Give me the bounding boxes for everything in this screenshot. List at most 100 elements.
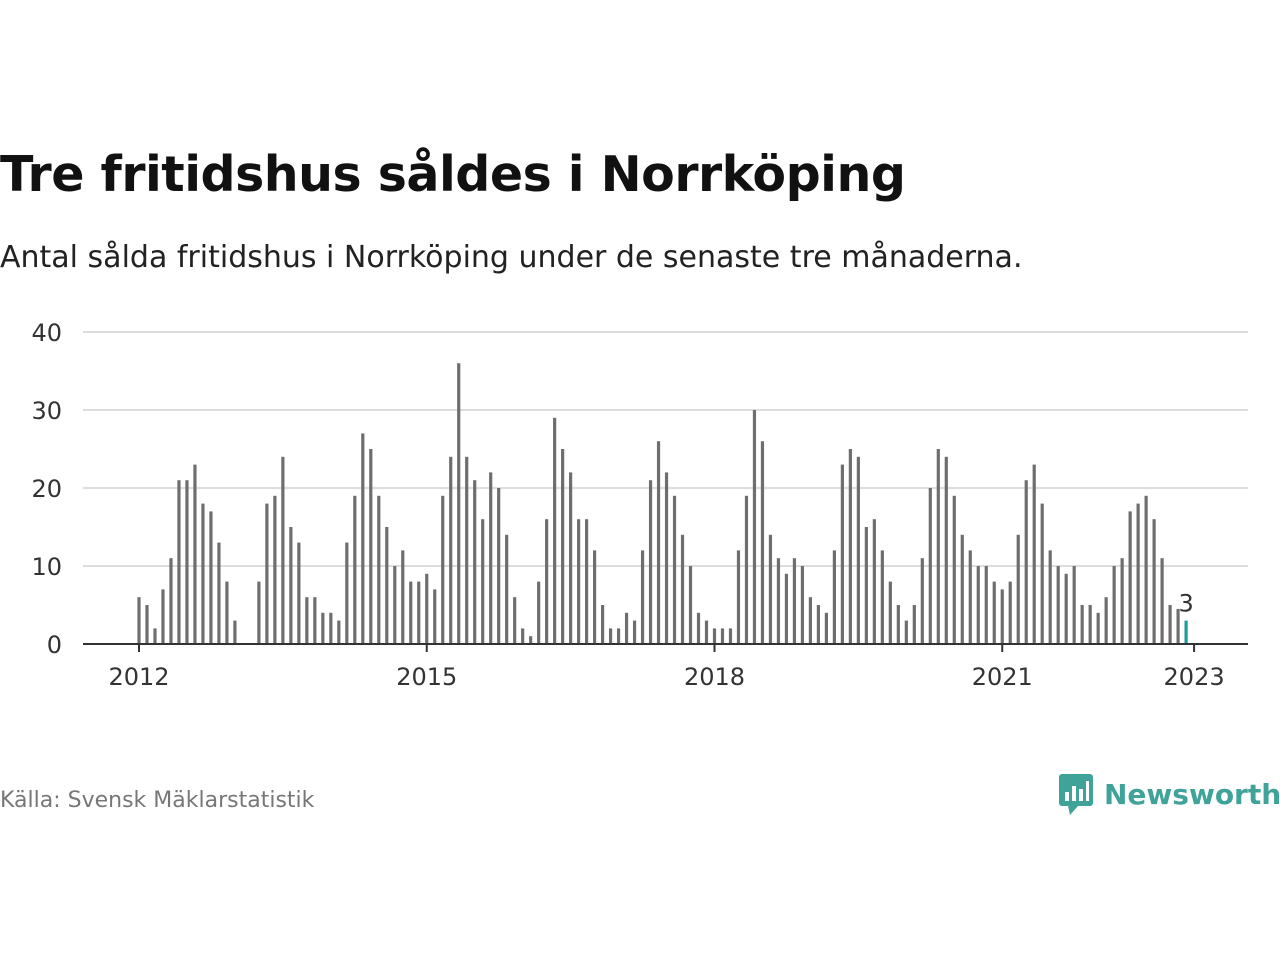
bar bbox=[704, 620, 709, 644]
bar bbox=[1096, 612, 1100, 644]
bar bbox=[193, 464, 197, 644]
bar bbox=[449, 456, 453, 644]
bar bbox=[744, 495, 749, 644]
bar bbox=[736, 550, 741, 644]
bar bbox=[856, 456, 860, 644]
bar bbox=[505, 534, 509, 644]
bar bbox=[329, 612, 333, 644]
bar bbox=[161, 589, 165, 644]
bar bbox=[457, 363, 461, 644]
bar bbox=[537, 581, 541, 644]
bar bbox=[305, 597, 309, 644]
bar bbox=[385, 527, 389, 644]
bar bbox=[289, 527, 293, 644]
bar bbox=[728, 628, 733, 644]
bar bbox=[257, 581, 261, 644]
y-tick-label: 30 bbox=[31, 397, 62, 425]
bar bbox=[920, 558, 924, 644]
bar bbox=[1136, 503, 1140, 644]
bar bbox=[553, 417, 557, 644]
bar bbox=[624, 612, 629, 644]
bar bbox=[1048, 550, 1052, 644]
bar bbox=[433, 589, 437, 644]
bar bbox=[561, 449, 565, 644]
bar bbox=[265, 503, 269, 644]
bar bbox=[425, 573, 429, 644]
bar bbox=[489, 472, 493, 644]
bar bbox=[217, 542, 221, 644]
bar bbox=[353, 495, 357, 644]
bar bbox=[1016, 534, 1020, 644]
bar bbox=[1000, 589, 1004, 644]
bar bbox=[1008, 581, 1012, 644]
bar bbox=[760, 441, 765, 644]
bars bbox=[137, 363, 1188, 644]
bar bbox=[1080, 605, 1084, 644]
bar bbox=[776, 558, 781, 644]
chart-subtitle: Antal sålda fritidshus i Norrköping unde… bbox=[0, 240, 1023, 275]
bar bbox=[481, 519, 485, 644]
bar bbox=[1168, 605, 1172, 644]
bar bbox=[784, 573, 789, 644]
bar bbox=[832, 550, 836, 644]
bar bbox=[600, 605, 605, 644]
bar bbox=[792, 558, 797, 644]
bar bbox=[984, 566, 988, 644]
y-tick-label: 10 bbox=[31, 553, 62, 581]
bar bbox=[968, 550, 972, 644]
bar bbox=[928, 488, 932, 644]
bar bbox=[1032, 464, 1036, 644]
bar bbox=[1024, 480, 1028, 644]
bar bbox=[768, 534, 773, 644]
y-axis-ticks: 0 10 20 30 40 bbox=[31, 319, 62, 659]
bar bbox=[800, 566, 805, 644]
bar bbox=[1144, 495, 1148, 644]
bar bbox=[904, 620, 908, 644]
bar bbox=[569, 472, 573, 644]
bar bbox=[593, 550, 597, 644]
bar bbox=[640, 550, 645, 644]
source-note: Källa: Svensk Mäklarstatistik bbox=[0, 788, 315, 813]
bar bbox=[585, 519, 589, 644]
bar bbox=[872, 519, 876, 644]
brand-name: Newsworthy bbox=[1104, 777, 1280, 811]
bar bbox=[297, 542, 301, 644]
bar bbox=[497, 488, 501, 644]
bar bbox=[145, 605, 149, 644]
bar-chart: 0 10 20 30 40 2012 2015 2018 2021 2023 3 bbox=[31, 319, 1248, 691]
bar bbox=[824, 612, 828, 644]
bar bbox=[1120, 558, 1124, 644]
bar bbox=[377, 495, 381, 644]
y-tick-label: 40 bbox=[31, 319, 62, 347]
bar bbox=[864, 527, 868, 644]
bar bbox=[233, 620, 237, 644]
bar bbox=[752, 410, 757, 644]
bar bbox=[273, 495, 277, 644]
bar bbox=[656, 441, 661, 644]
bar bbox=[912, 605, 916, 644]
bar bbox=[465, 456, 469, 644]
bar bbox=[816, 605, 821, 644]
bar bbox=[521, 628, 525, 644]
bar bbox=[648, 480, 653, 644]
bar bbox=[209, 511, 213, 644]
bar bbox=[473, 480, 477, 644]
bar bbox=[369, 449, 373, 644]
bar bbox=[177, 480, 181, 644]
bar bbox=[1152, 519, 1156, 644]
bar bbox=[992, 581, 996, 644]
bar bbox=[688, 566, 693, 644]
bar bbox=[1088, 605, 1092, 644]
chart-title: Tre fritidshus såldes i Norrköping bbox=[0, 146, 906, 203]
bar bbox=[1072, 566, 1076, 644]
bar bbox=[441, 495, 445, 644]
bar bbox=[201, 503, 205, 644]
bar bbox=[1040, 503, 1044, 644]
bar bbox=[401, 550, 405, 644]
x-tick-label: 2015 bbox=[396, 663, 457, 691]
bar bbox=[393, 566, 397, 644]
bar bbox=[808, 597, 813, 644]
bar bbox=[321, 612, 325, 644]
bar bbox=[976, 566, 980, 644]
bar bbox=[608, 628, 613, 644]
